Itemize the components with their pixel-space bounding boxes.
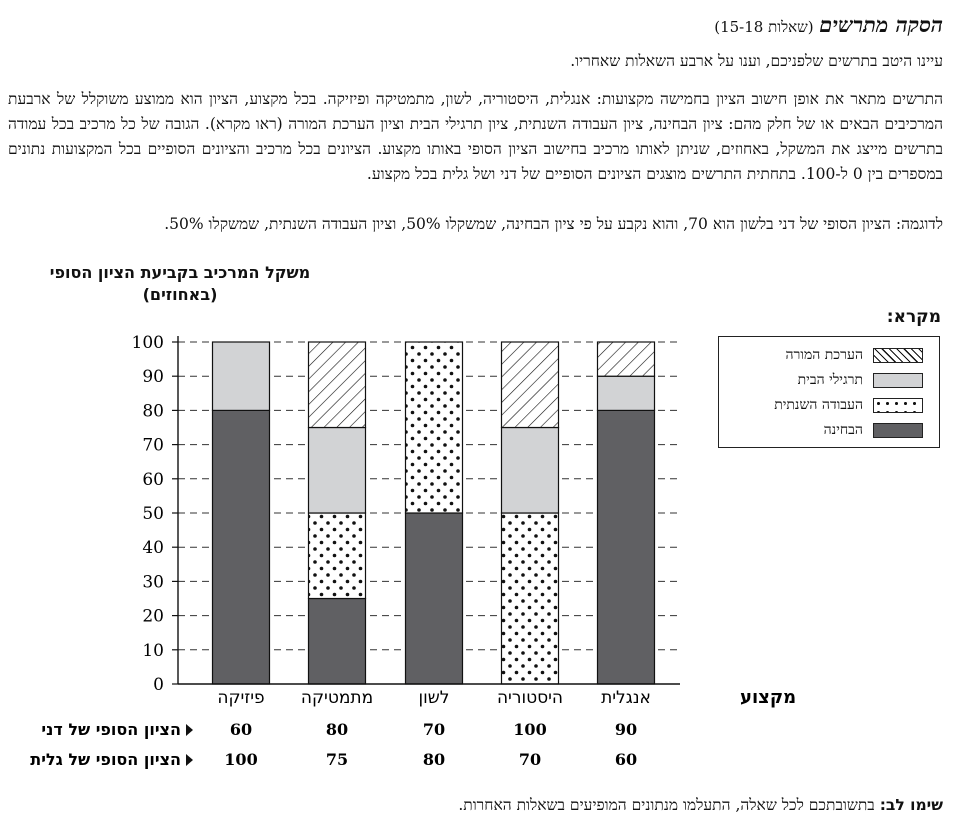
row-marker-icon — [186, 724, 193, 736]
intro-text: עיינו היטב בתרשים שלפניכם, וענו על ארבע … — [570, 52, 943, 70]
legend-item: העבודה השנתית — [774, 394, 923, 416]
legend-item-label: הבחינה — [823, 421, 863, 438]
bar-segment — [596, 375, 656, 412]
y-tick-label: 50 — [142, 504, 164, 524]
final-score-value: 70 — [423, 720, 445, 739]
chart-description: התרשים מתאר את אופן חישוב הציון בחמישה מ… — [8, 90, 943, 183]
bar-segment — [211, 409, 271, 685]
note-text: שימו לב: בתשובתכם לכל שאלה, התעלמו מנתונ… — [458, 796, 943, 815]
bar-segment — [500, 512, 560, 685]
legend-swatch — [873, 397, 923, 413]
x-tick-label: היסטוריה — [497, 688, 563, 708]
legend-item-label: תרגילי הבית — [797, 371, 863, 388]
y-tick-label: 40 — [142, 538, 164, 558]
final-score-value: 70 — [519, 750, 541, 769]
note-body: בתשובתכם לכל שאלה, התעלמו מנתונים המופיע… — [458, 796, 880, 814]
y-tick-label: 60 — [142, 470, 164, 490]
legend-item-label: הערכת המורה — [785, 346, 863, 363]
x-axis-label: מקצוע — [740, 687, 796, 708]
y-tick-label: 70 — [142, 436, 164, 456]
x-tick-label: אנגלית — [601, 688, 651, 708]
bar-segment — [404, 512, 464, 685]
stacked-bar-chart: 0 10 20 30 40 50 60 70 80 90 100 אנגלית 90 60 היסטורי… — [30, 333, 796, 769]
final-score-value: 80 — [423, 750, 445, 769]
final-score-value: 75 — [326, 750, 348, 769]
x-tick-label: לשון — [419, 688, 450, 708]
bar-segment — [307, 426, 367, 514]
bar-segment — [404, 341, 464, 514]
legend-item: תרגילי הבית — [798, 369, 923, 391]
y-tick-label: 20 — [142, 607, 164, 627]
legend-title: מקרא: — [886, 307, 941, 327]
legend-item: הבחינה — [824, 419, 923, 441]
example-text: לדוגמה: הציון הסופי של דני בלשון הוא 70,… — [164, 215, 943, 233]
bar-segment — [596, 409, 656, 685]
y-tick-label: 0 — [153, 675, 164, 695]
legend-item-label: העבודה השנתית — [774, 396, 863, 413]
y-tick-label: 80 — [142, 401, 164, 421]
legend-swatch — [873, 422, 923, 438]
y-tick-label: 30 — [142, 572, 164, 592]
y-axis-label: משקל המרכיב בקביעת הציון הסופי (באחוזים) — [49, 263, 311, 304]
final-score-value: 90 — [615, 720, 637, 739]
bar-segment — [500, 341, 560, 429]
section-subtitle: (שאלות 15-18) — [714, 18, 814, 36]
final-score-row-label: הציון הסופי של גלית — [30, 750, 181, 769]
section-title: הסקה מתרשים — [819, 12, 943, 37]
row-marker-icon — [186, 754, 193, 766]
legend-swatch — [873, 347, 923, 363]
y-tick-label: 90 — [142, 367, 164, 387]
note-label: שימו לב: — [879, 796, 943, 814]
bar-segment — [500, 426, 560, 514]
y-tick-label: 100 — [132, 333, 164, 353]
final-score-value: 80 — [326, 720, 348, 739]
final-score-row-label: הציון הסופי של דני — [41, 720, 181, 739]
x-tick-label: מתמטיקה — [301, 688, 373, 708]
final-score-value: 60 — [615, 750, 637, 769]
bar-segment — [307, 341, 367, 429]
y-tick-label: 10 — [142, 641, 164, 661]
section-header: הסקה מתרשים (שאלות 15-18) — [13, 12, 943, 38]
x-tick-label: פיזיקה — [217, 688, 264, 708]
bar-segment — [307, 512, 367, 600]
final-score-value: 100 — [224, 750, 257, 769]
bar-segment — [211, 341, 271, 412]
final-score-value: 100 — [513, 720, 546, 739]
legend-item: הערכת המורה — [785, 344, 923, 366]
legend-swatch — [873, 372, 923, 388]
legend: הערכת המורה תרגילי הבית העבודה השנתית הבחינ… — [718, 336, 940, 448]
final-score-value: 60 — [230, 720, 252, 739]
bar-segment — [307, 597, 367, 685]
bar-segment — [596, 341, 656, 377]
